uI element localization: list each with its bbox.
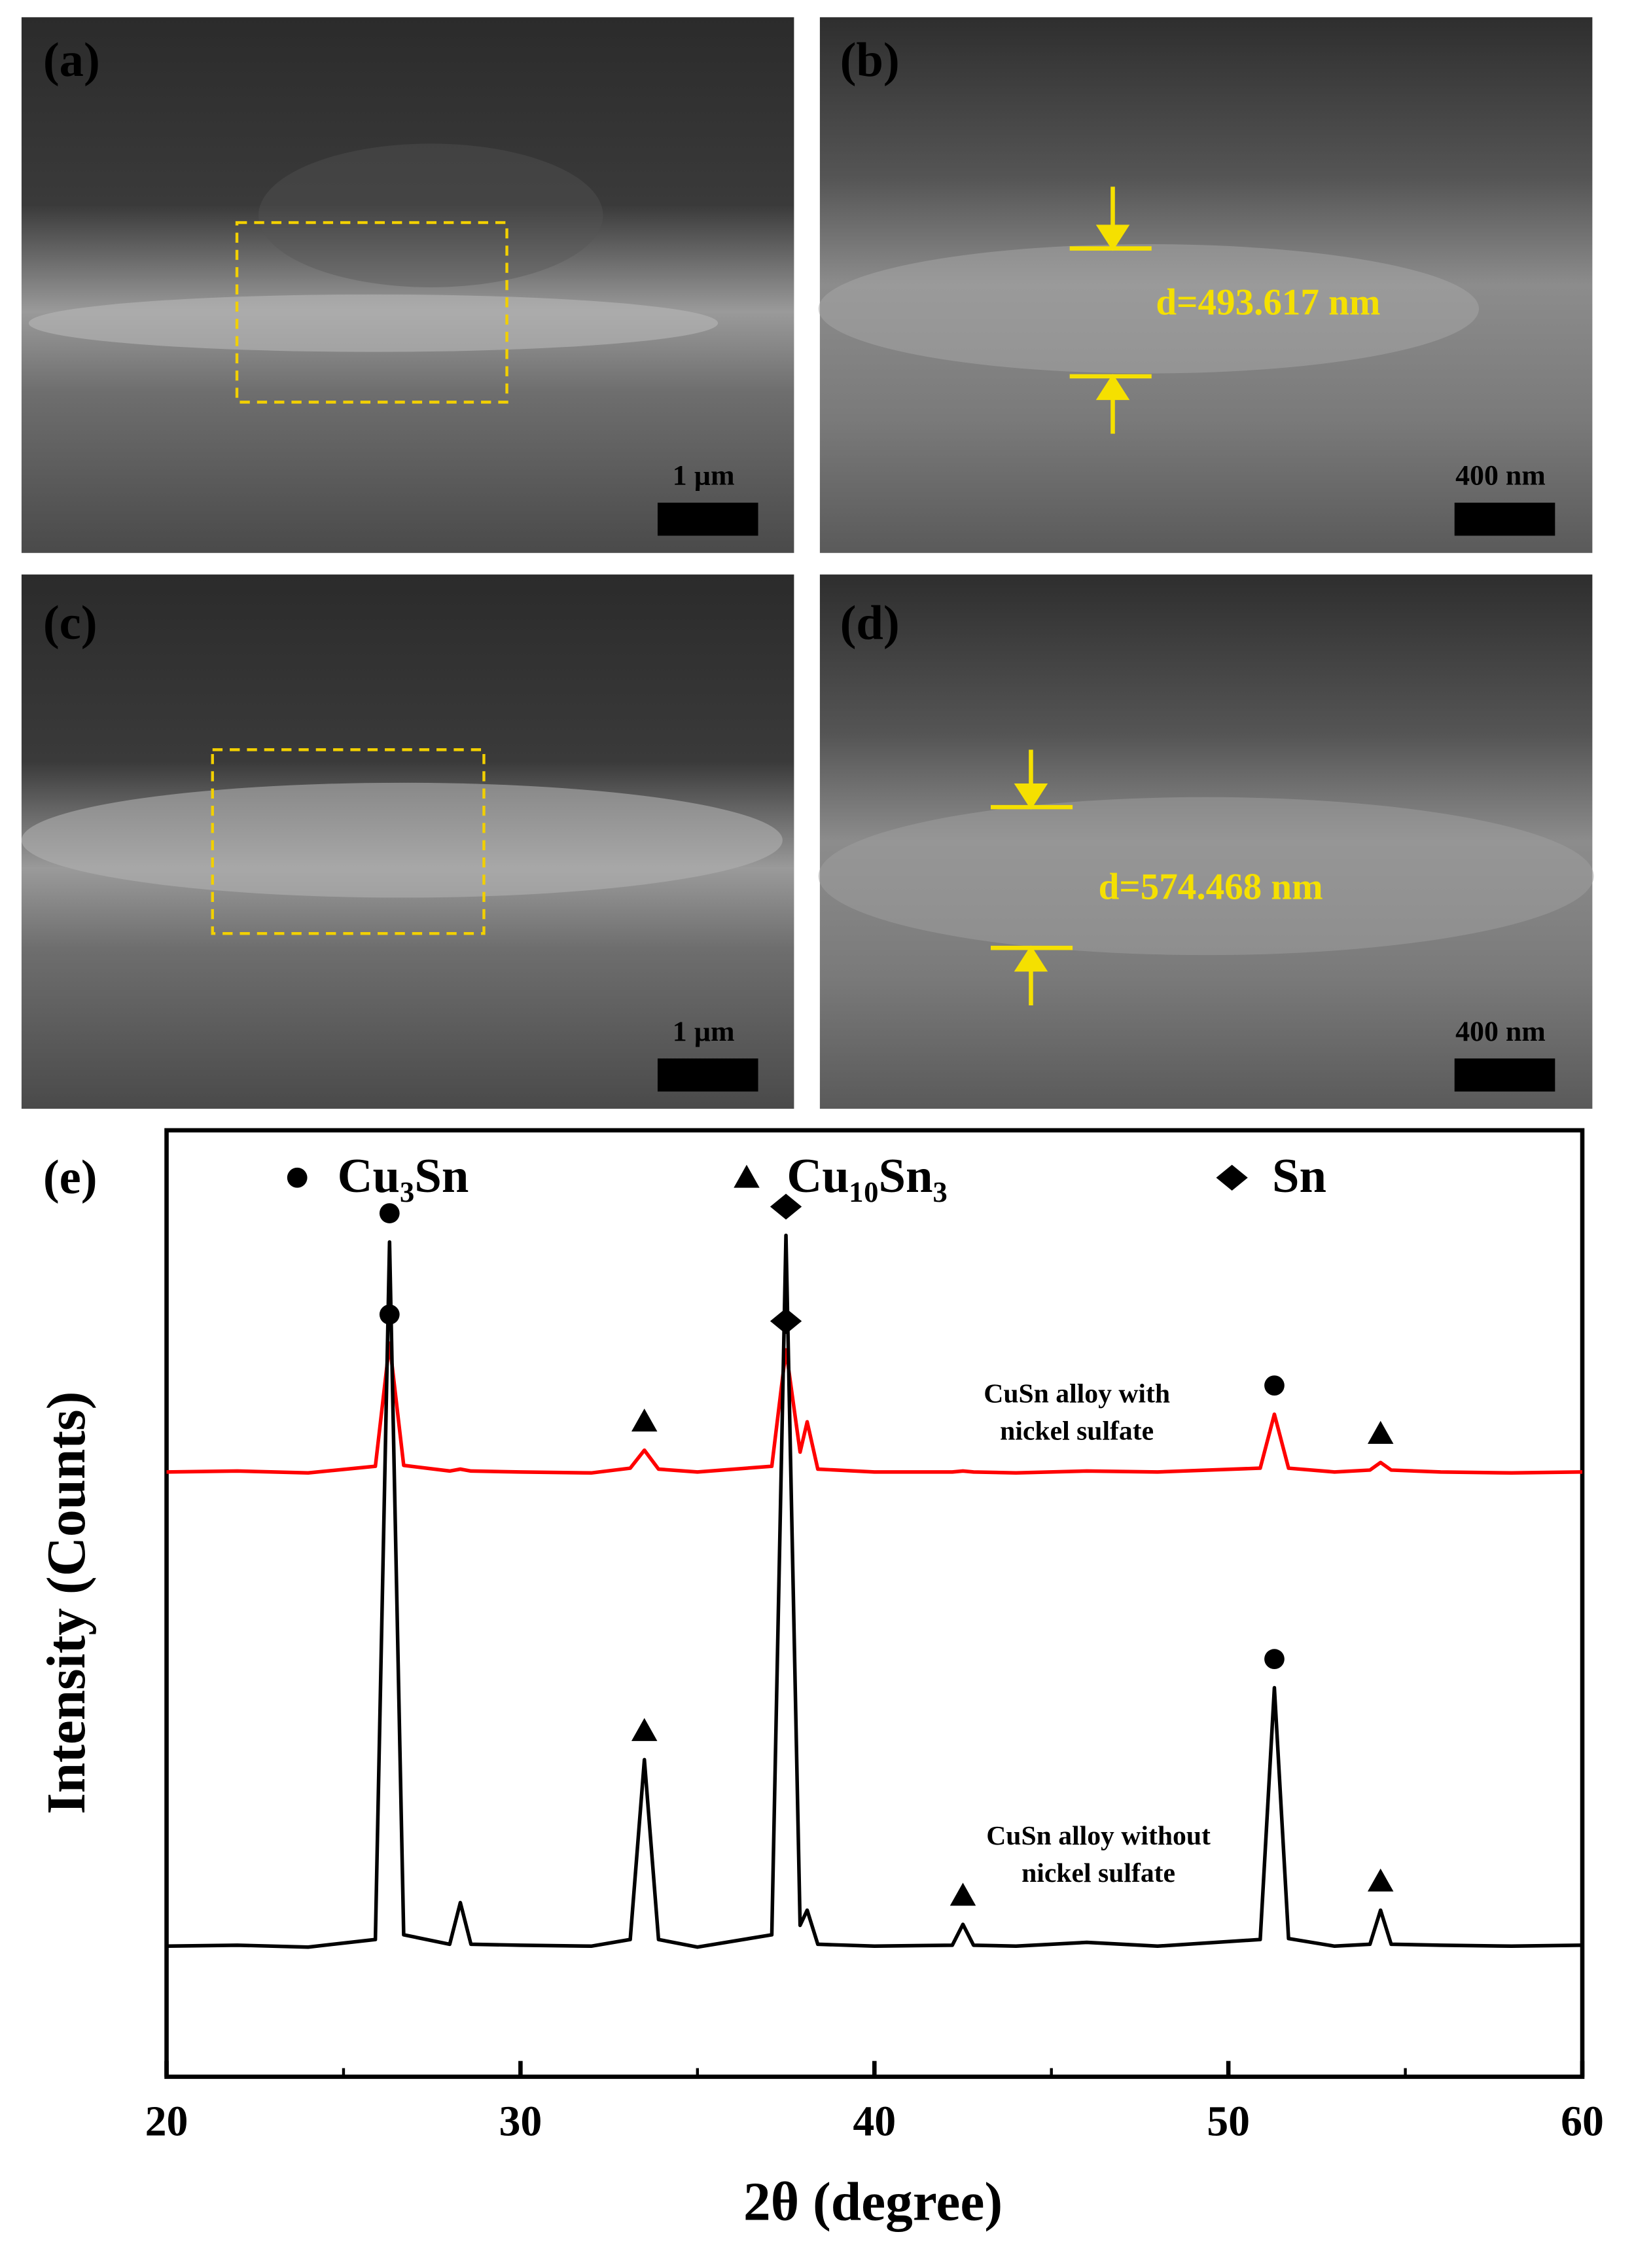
phase-marker: [950, 1882, 976, 1906]
zoom-box: [211, 748, 486, 935]
sem-texture: [21, 782, 783, 898]
panel-b: d=493.617 nm (b) 400 nm: [818, 17, 1593, 553]
panel-a: (a) 1 µm: [21, 17, 794, 553]
scale-label: 400 nm: [1455, 460, 1546, 492]
xrd-line: [166, 1233, 1583, 1949]
scale-bar: [657, 1058, 758, 1092]
x-axis-label: 2θ (degree): [743, 2172, 1003, 2233]
sem-texture: [818, 797, 1594, 956]
panel-d: d=574.468 nm (d) 400 nm: [818, 574, 1594, 1109]
sem-texture: [818, 244, 1480, 374]
y-axis-label: Intensity (Counts): [37, 1392, 97, 1814]
xrd-line: [166, 1341, 1583, 1475]
scale-bar: [1454, 502, 1555, 536]
scale-bar: [1454, 1058, 1555, 1092]
scale-label: 1 µm: [673, 460, 735, 492]
panel-c: (c) 1 µm: [21, 574, 794, 1109]
legend-label: Sn: [1272, 1149, 1326, 1203]
sem-image: [21, 17, 794, 553]
x-tick-label: 60: [1561, 2098, 1604, 2146]
x-tick-label: 40: [853, 2098, 896, 2146]
scale-label: 400 nm: [1455, 1016, 1546, 1047]
series-label: CuSn alloy without: [986, 1821, 1211, 1851]
x-tick-label: 20: [145, 2098, 188, 2146]
phase-marker: [1367, 1420, 1394, 1444]
series-label: nickel sulfate: [1021, 1858, 1175, 1888]
panel-label: (b): [840, 33, 900, 87]
scale-label: 1 µm: [673, 1016, 735, 1047]
thickness-arrows: [990, 749, 1073, 1005]
legend-label: Cu₃Sn: [338, 1149, 469, 1203]
panel-label: (e): [43, 1151, 98, 1204]
phase-marker: [1216, 1164, 1248, 1191]
panel-label: (c): [43, 596, 98, 650]
phase-marker: [379, 1203, 400, 1223]
series-label: CuSn alloy with: [984, 1378, 1170, 1409]
panel-label: (d): [840, 596, 900, 650]
series-label: nickel sulfate: [1000, 1416, 1154, 1446]
x-tick-label: 30: [499, 2098, 542, 2146]
phase-marker: [1264, 1375, 1285, 1396]
panel-label: (a): [43, 33, 100, 87]
thickness-arrows: [1069, 187, 1152, 434]
thickness-label: d=493.617 nm: [1156, 281, 1380, 323]
scale-bar: [657, 502, 758, 536]
phase-marker: [631, 1718, 658, 1741]
x-tick-label: 50: [1207, 2098, 1250, 2146]
sem-texture: [258, 143, 603, 287]
phase-marker: [734, 1164, 760, 1188]
sem-texture: [28, 294, 719, 352]
phase-marker: [1264, 1649, 1285, 1669]
phase-marker: [770, 1193, 802, 1220]
thickness-label: d=574.468 nm: [1099, 867, 1323, 908]
legend-label: Cu₁₀Sn₃: [787, 1149, 947, 1203]
phase-marker: [287, 1167, 308, 1188]
phase-marker: [631, 1408, 658, 1432]
phase-marker: [1367, 1868, 1394, 1892]
